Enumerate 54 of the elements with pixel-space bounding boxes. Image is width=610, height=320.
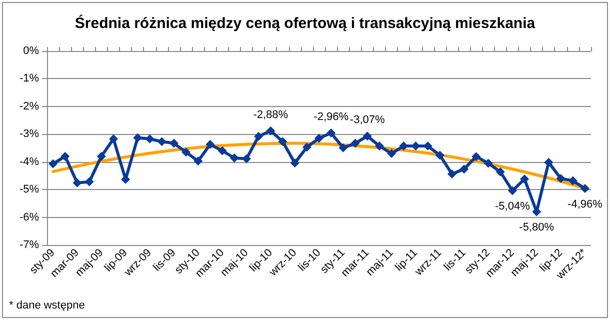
point — [133, 133, 142, 142]
point — [84, 177, 94, 186]
point — [338, 143, 348, 152]
point — [544, 158, 554, 167]
point — [266, 126, 276, 136]
point — [108, 134, 118, 144]
point — [302, 142, 312, 152]
data-label: -5,04% — [494, 200, 530, 213]
point — [520, 174, 530, 184]
point — [194, 156, 203, 166]
y-tick-label: -1% — [19, 72, 40, 85]
point — [48, 159, 58, 168]
point — [218, 146, 227, 156]
point — [314, 134, 324, 143]
point — [254, 132, 264, 141]
point — [206, 140, 215, 149]
point — [387, 149, 396, 158]
point — [96, 152, 106, 161]
y-tick-label: -3% — [19, 128, 40, 140]
data-label: -3,07% — [350, 114, 385, 126]
point — [508, 186, 517, 196]
y-tick-label: 0% — [23, 45, 40, 57]
point — [326, 128, 336, 138]
y-tick-label: -4% — [19, 156, 40, 168]
y-tick-label: -2% — [19, 100, 40, 112]
point — [580, 184, 590, 193]
point — [230, 153, 239, 162]
y-tick-label: -5% — [19, 184, 40, 196]
point — [556, 174, 566, 183]
data-label: -4,96% — [568, 198, 603, 210]
point — [496, 167, 505, 176]
y-tick-label: -6% — [19, 211, 40, 224]
point — [350, 138, 360, 148]
point — [145, 134, 154, 144]
point — [278, 137, 288, 146]
data-label: -2,88% — [253, 108, 288, 121]
text: * dane wstępne — [9, 300, 85, 312]
point — [447, 170, 456, 179]
point — [182, 148, 191, 157]
chart-title: Średnia różnica między ceną ofertową i transakcyjną mieszkania — [74, 14, 536, 32]
point — [157, 137, 166, 146]
data-label: -5,80% — [519, 222, 554, 234]
point — [435, 150, 444, 160]
point — [290, 158, 300, 168]
y-tick-label: -7% — [19, 239, 40, 251]
point — [362, 132, 372, 141]
point — [169, 138, 178, 148]
point — [374, 142, 384, 151]
point — [484, 158, 493, 168]
data-label: -2,96% — [314, 111, 349, 124]
point — [60, 152, 70, 161]
point — [472, 152, 481, 162]
point — [568, 176, 578, 186]
point — [460, 164, 469, 174]
